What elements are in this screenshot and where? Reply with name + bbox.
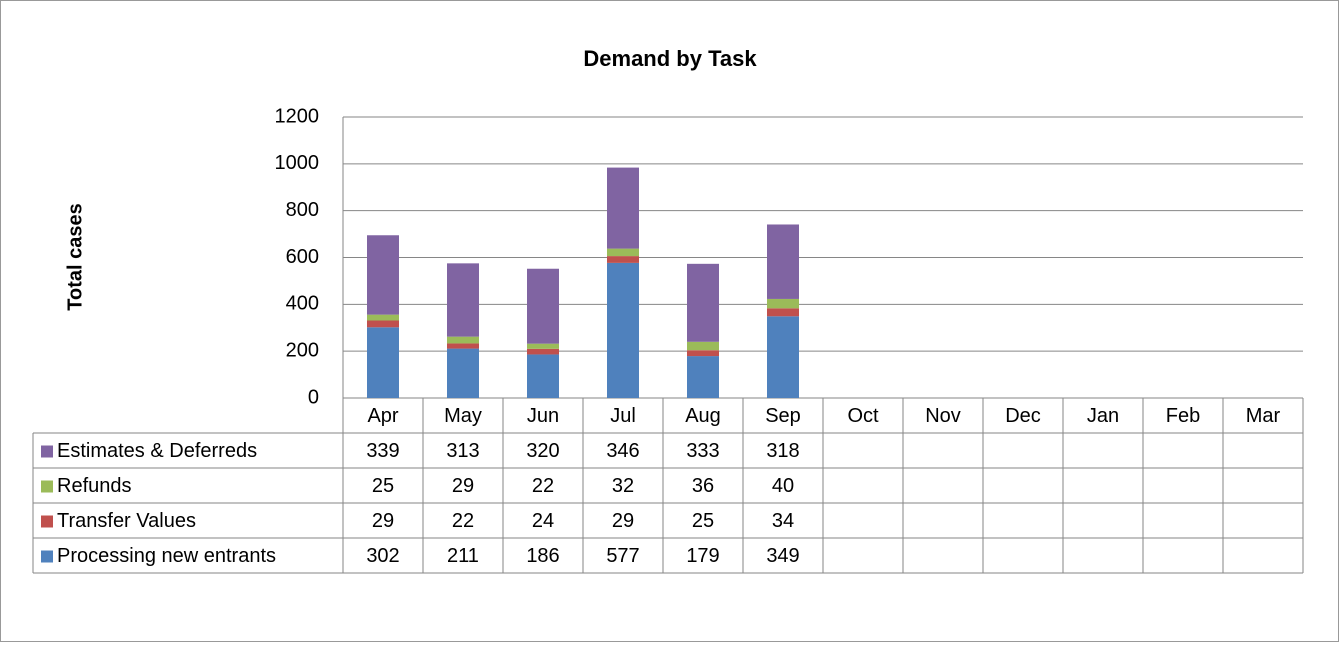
x-tick-label: Dec — [1005, 405, 1041, 427]
bar-segment — [447, 263, 479, 337]
bar-segment — [687, 263, 719, 342]
table-value: 333 — [686, 440, 719, 462]
y-tick-label: 200 — [286, 339, 319, 361]
y-tick-label: 800 — [286, 199, 319, 221]
bar-segment — [687, 350, 719, 357]
table-value: 577 — [606, 545, 639, 567]
bar-segment — [767, 298, 799, 309]
x-tick-label: Aug — [685, 405, 721, 427]
table-value: 24 — [532, 510, 554, 532]
bar-segment — [607, 167, 639, 249]
bar-segment — [527, 343, 559, 349]
bar-segment — [447, 348, 479, 398]
x-tick-label: May — [444, 405, 482, 427]
legend-label: Estimates & Deferreds — [57, 440, 257, 462]
table-value: 40 — [772, 475, 794, 497]
table-value: 179 — [686, 545, 719, 567]
y-tick-label: 1200 — [275, 105, 320, 127]
x-tick-label: Jan — [1087, 405, 1119, 427]
table-value: 32 — [612, 475, 634, 497]
table-value: 186 — [526, 545, 559, 567]
bar-segment — [447, 336, 479, 344]
legend-swatch — [41, 515, 53, 528]
table-value: 29 — [612, 510, 634, 532]
table-value: 346 — [606, 440, 639, 462]
table-value: 29 — [372, 510, 394, 532]
bar-segment — [367, 235, 399, 315]
x-tick-label: Feb — [1166, 405, 1200, 427]
bar-segment — [527, 354, 559, 398]
table-value: 22 — [532, 475, 554, 497]
bar-segment — [687, 356, 719, 398]
legend-swatch — [41, 445, 53, 458]
bar-segment — [607, 248, 639, 257]
legend-label: Transfer Values — [57, 510, 196, 532]
table-value: 36 — [692, 475, 714, 497]
x-tick-label: Sep — [765, 405, 801, 427]
y-axis-title: Total cases — [64, 203, 86, 310]
table-value: 320 — [526, 440, 559, 462]
bar-segment — [527, 348, 559, 355]
y-tick-label: 600 — [286, 246, 319, 268]
table-value: 339 — [366, 440, 399, 462]
table-value: 34 — [772, 510, 794, 532]
x-tick-label: Nov — [925, 405, 961, 427]
bar-segment — [767, 316, 799, 398]
x-tick-label: Mar — [1246, 405, 1281, 427]
x-tick-label: Jun — [527, 405, 559, 427]
bar-segment — [447, 343, 479, 349]
table-value: 313 — [446, 440, 479, 462]
table-value: 25 — [372, 475, 394, 497]
legend-label: Refunds — [57, 475, 132, 497]
table-value: 349 — [766, 545, 799, 567]
y-tick-label: 1000 — [275, 152, 320, 174]
bar-segment — [607, 256, 639, 263]
y-tick-label: 400 — [286, 293, 319, 315]
x-tick-label: Jul — [610, 405, 636, 427]
legend-swatch — [41, 480, 53, 493]
bar-segment — [607, 262, 639, 398]
x-tick-label: Oct — [847, 405, 879, 427]
bar-segment — [527, 268, 559, 344]
bar-segment — [367, 314, 399, 321]
table-value: 318 — [766, 440, 799, 462]
bar-segment — [767, 224, 799, 299]
y-tick-label: 0 — [308, 386, 319, 408]
bar-segment — [687, 341, 719, 351]
legend-label: Processing new entrants — [57, 545, 276, 567]
bar-segment — [367, 320, 399, 328]
bar-segment — [767, 308, 799, 317]
table-value: 302 — [366, 545, 399, 567]
table-value: 25 — [692, 510, 714, 532]
table-value: 211 — [447, 545, 479, 567]
chart-title: Demand by Task — [583, 46, 757, 71]
x-tick-label: Apr — [367, 405, 398, 427]
bar-segment — [367, 327, 399, 398]
table-value: 22 — [452, 510, 474, 532]
legend-swatch — [41, 550, 53, 563]
table-value: 29 — [452, 475, 474, 497]
